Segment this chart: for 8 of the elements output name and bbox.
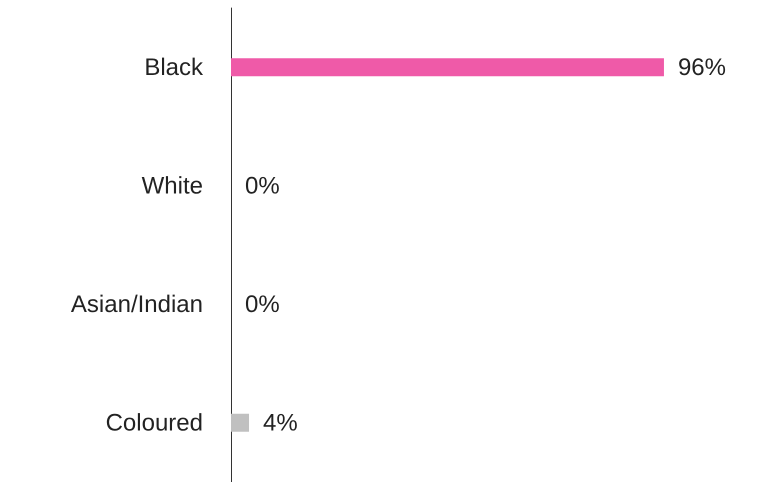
y-tick-label: Asian/Indian xyxy=(70,290,203,318)
data-label: 0% xyxy=(245,172,280,200)
data-label: 96% xyxy=(678,54,726,81)
y-tick-label: White xyxy=(142,172,203,200)
y-tick-label: Coloured xyxy=(106,409,203,436)
data-label: 0% xyxy=(245,290,280,318)
y-tick-label: Black xyxy=(144,54,204,81)
data-label: 4% xyxy=(263,409,298,436)
